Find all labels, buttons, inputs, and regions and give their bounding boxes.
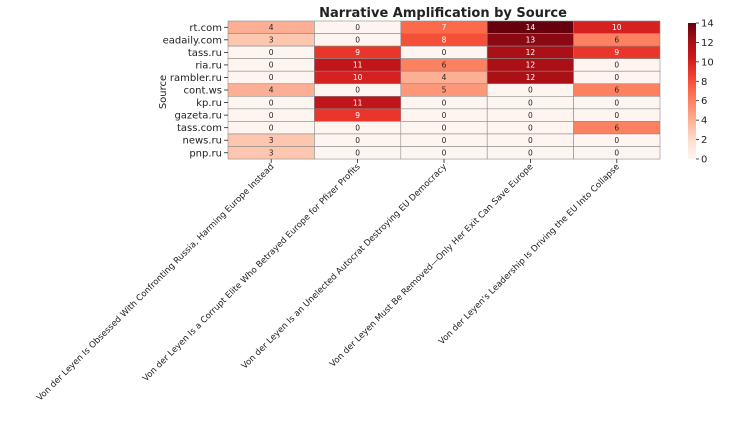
cell-value-label: 0 [528,136,533,145]
cell-value-label: 12 [526,61,536,70]
cell-value-label: 4 [442,73,447,82]
cell-value-label: 0 [269,48,274,57]
cell-value-label: 0 [614,148,619,157]
row-label: ria.ru [195,60,222,71]
cell-value-label: 6 [614,36,619,45]
colorbar-ticks: 0 2 4 6 8 10 12 14 [696,19,714,166]
cell-value-label: 0 [614,73,619,82]
cell-value-label: 0 [355,36,360,45]
colorbar-tick-label: 2 [701,135,707,146]
cell-value-label: 0 [614,61,619,70]
colorbar-tick-label: 12 [701,38,714,49]
row-label: news.ru [182,136,222,147]
column-labels: Von der Leyen Is Obsessed With Confronti… [35,159,622,403]
cell-value-label: 0 [442,148,447,157]
cell-value-label: 9 [614,48,619,57]
cell-value-label: 6 [614,86,619,95]
colorbar-gradient [688,23,696,159]
cell-value-label: 0 [355,86,360,95]
cell-value-label: 0 [442,48,447,57]
cell-value-label: 0 [528,98,533,107]
cell-value-label: 0 [355,23,360,32]
cell-value-label: 0 [442,111,447,120]
cell-value-label: 6 [614,123,619,132]
cell-value-label: 9 [355,111,360,120]
colorbar-tick-label: 4 [701,116,707,127]
colorbar-tick-label: 14 [701,19,714,30]
cell-value-label: 7 [442,23,447,32]
heatmap-cells: 4 0 7 14 10 3 0 8 13 6 0 9 0 12 9 0 11 6 12 0 0 10 4 12 0 4 0 5 0 6 0 1… [227,20,661,160]
cell-value-label: 3 [269,136,274,145]
cell-value-label: 0 [355,148,360,157]
row-label: rt.com [189,23,222,34]
cell-value-label: 9 [355,48,360,57]
cell-value-label: 6 [442,61,447,70]
cell-value-label: 11 [353,61,363,70]
cell-value-label: 0 [355,123,360,132]
y-axis-label: Source [158,75,169,109]
cell-value-label: 0 [614,98,619,107]
cell-value-label: 0 [269,111,274,120]
chart-title: Narrative Amplification by Source [319,6,567,21]
colorbar: 0 2 4 6 8 10 12 14 [688,19,714,166]
cell-value-label: 0 [269,123,274,132]
row-label: cont.ws [184,86,222,97]
cell-value-label: 12 [526,48,536,57]
cell-value-label: 4 [269,86,274,95]
row-label: kp.ru [196,98,222,109]
cell-value-label: 12 [526,73,536,82]
cell-value-label: 0 [442,98,447,107]
row-label: tass.com [177,123,222,134]
row-label: tass.ru [188,48,222,59]
cell-value-label: 0 [442,136,447,145]
row-label: eadaily.com [163,35,222,46]
cell-value-label: 0 [269,73,274,82]
cell-value-label: 0 [528,111,533,120]
row-label: gazeta.ru [174,111,222,122]
cell-value-label: 10 [353,73,363,82]
cell-value-label: 5 [442,86,447,95]
cell-value-label: 3 [269,36,274,45]
cell-value-label: 0 [528,148,533,157]
cell-value-label: 3 [269,148,274,157]
row-label: pnp.ru [189,148,222,159]
cell-value-label: 4 [269,23,274,32]
column-label: Von der Leyen Is a Corrupt Elite Who Bet… [141,162,363,384]
row-label: rambler.ru [170,73,222,84]
cell-value-label: 0 [355,136,360,145]
column-label: Von der Leyen Must Be Removed—Only Her E… [328,162,535,369]
cell-value-label: 0 [614,111,619,120]
cell-value-label: 11 [353,98,363,107]
cell-value-label: 8 [442,36,447,45]
cell-value-label: 0 [442,123,447,132]
cell-value-label: 13 [526,36,536,45]
column-label: Von der Leyen's Leadership Is Driving th… [437,162,622,347]
colorbar-tick-label: 0 [701,155,707,166]
cell-value-label: 0 [528,123,533,132]
cell-value-label: 0 [528,86,533,95]
cell-value-label: 0 [269,61,274,70]
cell-value-label: 14 [526,23,536,32]
colorbar-tick-label: 6 [701,96,707,107]
cell-value-label: 0 [269,98,274,107]
colorbar-tick-label: 10 [701,57,714,68]
cell-value-label: 10 [612,23,622,32]
column-label: Von der Leyen Is an Unelected Autocrat D… [240,162,449,371]
colorbar-tick-label: 8 [701,77,707,88]
cell-value-label: 0 [614,136,619,145]
